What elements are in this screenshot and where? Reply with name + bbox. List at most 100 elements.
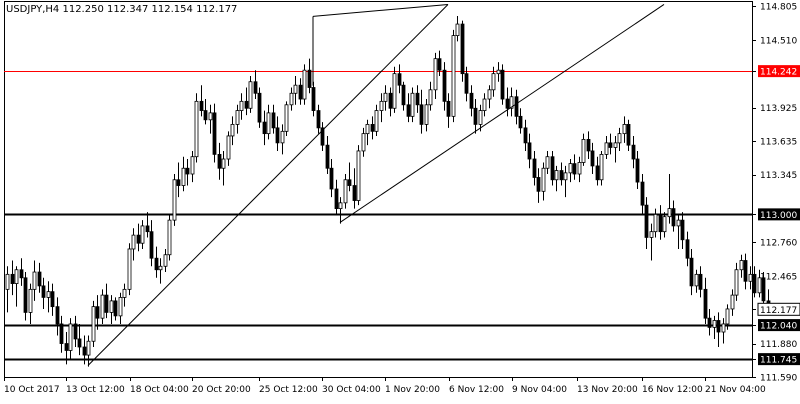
candle: [698, 266, 703, 298]
y-label-badge: [758, 353, 800, 366]
candle-body-bull: [676, 219, 681, 227]
candle: [500, 64, 505, 105]
candle-body-bull: [694, 273, 699, 287]
candle-body-bull: [361, 133, 366, 152]
candle: [325, 135, 330, 175]
candle: [599, 150, 604, 186]
candle-body-bull: [581, 139, 586, 163]
candle-body-bear: [464, 73, 469, 94]
candle-body-bear: [257, 92, 262, 123]
candle: [334, 179, 339, 215]
candle-body-bear: [347, 179, 352, 186]
candle-body-bull: [86, 340, 91, 356]
candle: [640, 174, 645, 215]
candle-body-bull: [613, 142, 618, 148]
candle: [721, 318, 726, 344]
candle: [68, 318, 73, 359]
candle: [541, 162, 546, 201]
candle: [761, 272, 766, 307]
candle: [532, 150, 537, 186]
candle: [163, 248, 168, 273]
candle: [676, 214, 681, 249]
candle-body-bear: [37, 271, 42, 287]
x-tick-label: 10 Oct 2017: [4, 385, 60, 395]
candle: [410, 87, 415, 123]
candle-body-bear: [761, 277, 766, 302]
candle-body-bear: [59, 323, 64, 344]
candle: [424, 99, 429, 132]
candle-body-bear: [104, 294, 109, 313]
candle-body-bear: [559, 170, 564, 181]
x-tick-label: 13 Oct 12:00: [66, 385, 125, 395]
candle-body-bear: [680, 219, 685, 241]
candle-body-bull: [433, 58, 438, 91]
candle: [451, 29, 456, 123]
candle: [446, 93, 451, 128]
candle-body-bull: [410, 92, 415, 117]
candle-body-bull: [167, 219, 172, 256]
candle: [145, 212, 150, 238]
candle: [595, 156, 600, 186]
y-label-badge: [758, 319, 800, 332]
candle-body-bull: [226, 135, 231, 160]
candle-body-bear: [298, 84, 303, 100]
candle: [707, 308, 712, 336]
y-label-badge: [758, 208, 800, 221]
candle-body-bear: [203, 110, 208, 121]
candle: [167, 214, 172, 261]
candle: [518, 108, 523, 134]
x-tick-label: 18 Oct 04:00: [130, 385, 189, 395]
candle: [617, 127, 622, 151]
y-label-badge: [758, 65, 800, 78]
candle-body-bear: [716, 320, 721, 333]
candle: [505, 87, 510, 117]
candle-body-bear: [514, 96, 519, 117]
candle: [613, 135, 618, 163]
candle: [464, 66, 469, 102]
candle: [734, 262, 739, 301]
channel-line-lower: [87, 4, 449, 366]
candle: [257, 87, 262, 128]
candle-body-bull: [131, 234, 136, 250]
candle: [208, 104, 213, 134]
candle: [253, 70, 258, 100]
candles: [5, 15, 771, 367]
candle-body-bear: [631, 144, 636, 160]
y-label-badge: [757, 302, 800, 316]
candle-body-bull: [509, 96, 514, 109]
candle: [280, 124, 285, 155]
candle-body-bull: [163, 254, 168, 267]
candle-body-bull: [563, 172, 568, 181]
candle: [271, 104, 276, 134]
candle-body-bull: [140, 225, 145, 244]
candle: [212, 103, 217, 163]
candle-body-bear: [253, 81, 258, 94]
candle-body-bear: [50, 291, 55, 308]
candle-body-bear: [212, 112, 217, 155]
candle: [379, 93, 384, 123]
candle-body-bull: [554, 170, 559, 181]
candle: [752, 266, 757, 298]
candle: [154, 246, 159, 278]
candle: [329, 159, 334, 198]
candle-body-bull: [5, 273, 10, 290]
candle-body-bull: [181, 167, 186, 186]
candle-body-bull: [617, 133, 622, 144]
candle-body-bull: [208, 112, 213, 121]
candle-body-bull: [757, 277, 762, 294]
candle: [113, 297, 118, 321]
candle-body-bear: [523, 127, 528, 144]
candle: [100, 289, 105, 324]
candle-body-bull: [248, 81, 253, 109]
candle-body-bull: [28, 288, 33, 313]
x-tick-label: 13 Nov 20:00: [577, 385, 638, 395]
candle-body-bear: [113, 300, 118, 317]
y-tick-label: 114.242: [760, 68, 797, 78]
y-tick-label: 112.760: [760, 239, 797, 249]
channel-line-mid: [339, 4, 665, 223]
candle-body-bull: [109, 300, 114, 313]
candle: [10, 260, 15, 296]
candle: [590, 142, 595, 175]
candle-body-bear: [55, 306, 60, 325]
y-tick-label: 113.635: [760, 138, 797, 148]
